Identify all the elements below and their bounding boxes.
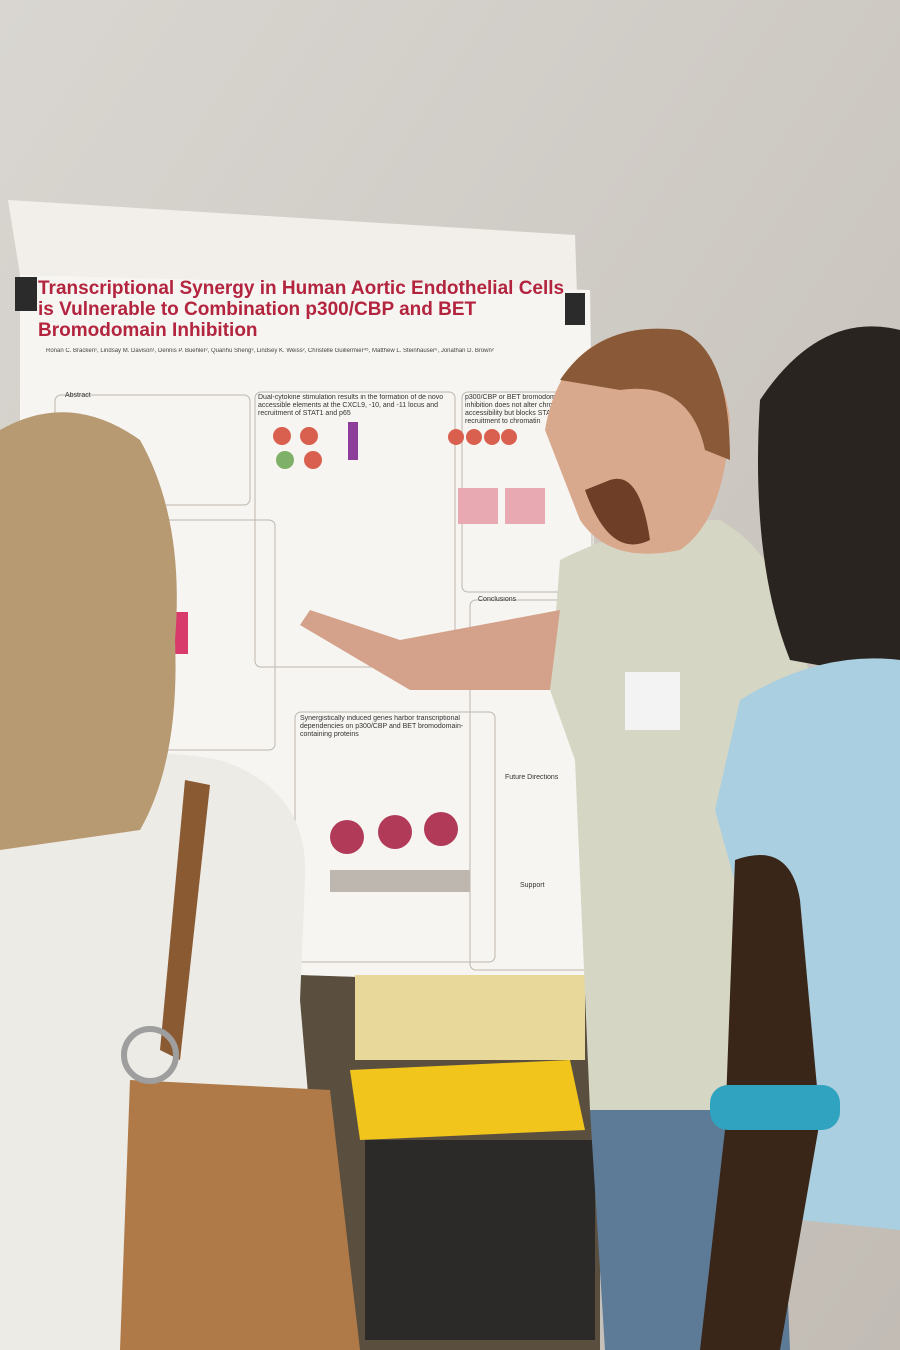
pie bbox=[448, 429, 464, 445]
poster-title: Transcriptional Synergy in Human Aortic … bbox=[38, 278, 565, 341]
yellow-tray bbox=[350, 1060, 585, 1140]
section-heading: Synergistically induced genes harbor tra… bbox=[300, 715, 464, 738]
section-heading: Dual-cytokine stimulation results in the… bbox=[258, 394, 444, 417]
figure bbox=[330, 870, 470, 892]
hair bbox=[560, 328, 730, 460]
bar bbox=[348, 422, 358, 460]
poster-authors-box: Ronan C. Bracken¹, Lindsay M. Davison¹, … bbox=[46, 348, 494, 354]
figure bbox=[505, 488, 545, 524]
fig3-head-box: Synergistically induced genes harbor tra… bbox=[300, 715, 464, 738]
pie bbox=[484, 429, 500, 445]
fig1-head-box: Dual-cytokine stimulation results in the… bbox=[258, 394, 444, 417]
fig2-head-box: p300/CBP or BET bromodomain inhibition d… bbox=[465, 394, 570, 425]
section-heading: Future Directions bbox=[505, 774, 559, 781]
pie bbox=[300, 427, 318, 445]
support-head-box: Support bbox=[520, 882, 545, 889]
blue-top bbox=[715, 658, 900, 1230]
arm bbox=[300, 610, 560, 690]
pie bbox=[466, 429, 482, 445]
section-heading: p300/CBP or BET bromodomain inhibition d… bbox=[465, 394, 570, 425]
person-left bbox=[0, 412, 360, 1350]
hair bbox=[0, 412, 177, 850]
beard bbox=[585, 478, 650, 545]
clip bbox=[565, 293, 585, 325]
easel-shadow bbox=[355, 975, 585, 1060]
poster-authors: Ronan C. Bracken¹, Lindsay M. Davison¹, … bbox=[46, 348, 494, 354]
pie bbox=[501, 429, 517, 445]
braids bbox=[758, 326, 900, 680]
section-heading: Abstract bbox=[65, 392, 91, 399]
radar bbox=[330, 820, 364, 854]
poster-title-box: Transcriptional Synergy in Human Aortic … bbox=[38, 278, 565, 341]
pie bbox=[276, 451, 294, 469]
future-head-box: Future Directions bbox=[505, 774, 559, 781]
name-tag bbox=[625, 672, 680, 730]
pie bbox=[304, 451, 322, 469]
panel bbox=[254, 391, 456, 668]
abstract-head-box: Abstract bbox=[65, 392, 91, 399]
bag bbox=[120, 1080, 360, 1350]
radar bbox=[424, 812, 458, 846]
person-right bbox=[700, 326, 900, 1350]
section-heading: Support bbox=[520, 882, 545, 889]
section-heading: Conclusions bbox=[478, 596, 517, 603]
conclusions-head-box: Conclusions bbox=[478, 596, 517, 603]
clip bbox=[15, 277, 37, 311]
figure bbox=[458, 488, 498, 524]
scrunchie bbox=[710, 1085, 840, 1130]
bag-strap bbox=[160, 780, 210, 1060]
black-crate bbox=[365, 1140, 595, 1340]
bag-ring bbox=[121, 1026, 179, 1084]
pie bbox=[273, 427, 291, 445]
radar bbox=[378, 815, 412, 849]
